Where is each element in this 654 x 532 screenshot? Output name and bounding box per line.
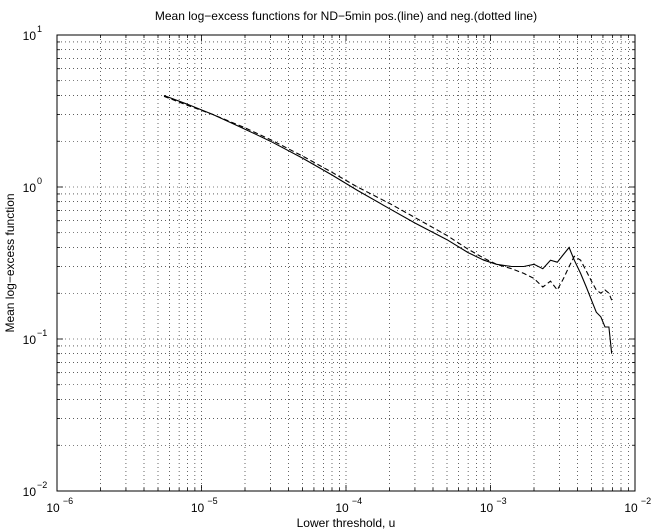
series-group: [163, 94, 613, 354]
y-tick-label-exponent: 0: [37, 176, 42, 186]
x-tick-label: 10: [191, 501, 205, 515]
y-tick-label-exponent: 1: [37, 24, 42, 34]
series-line-dashed: [163, 95, 613, 301]
x-tick-label-exponent: −5: [207, 496, 217, 506]
x-tick-label-exponent: −2: [641, 496, 651, 506]
y-tick-label-exponent: −2: [37, 480, 47, 490]
x-tick-label-exponent: −3: [496, 496, 506, 506]
grid: [57, 35, 635, 491]
chart-title: Mean log−excess functions for ND−5min po…: [155, 9, 537, 23]
y-axis-label: Mean log−excess function: [3, 193, 17, 332]
y-tick-label-exponent: −1: [37, 328, 47, 338]
x-axis-label: Lower threshold, u: [297, 516, 396, 530]
x-tick-label-exponent: −4: [352, 496, 362, 506]
series-line-solid: [163, 94, 613, 354]
x-tick-label: 10: [335, 501, 349, 515]
y-tick-label: 10: [23, 333, 37, 347]
y-tick-label: 10: [23, 181, 37, 195]
y-tick-label: 10: [23, 29, 37, 43]
x-tick-labels: 10 −6 10 −5 10 −4 10 −3 10 −2: [46, 496, 651, 515]
y-tick-label: 10: [23, 485, 37, 499]
x-tick-label: 10: [480, 501, 494, 515]
x-tick-label: 10: [46, 501, 60, 515]
ticks: [57, 35, 635, 491]
x-tick-label: 10: [624, 501, 638, 515]
x-tick-label-exponent: −6: [63, 496, 73, 506]
